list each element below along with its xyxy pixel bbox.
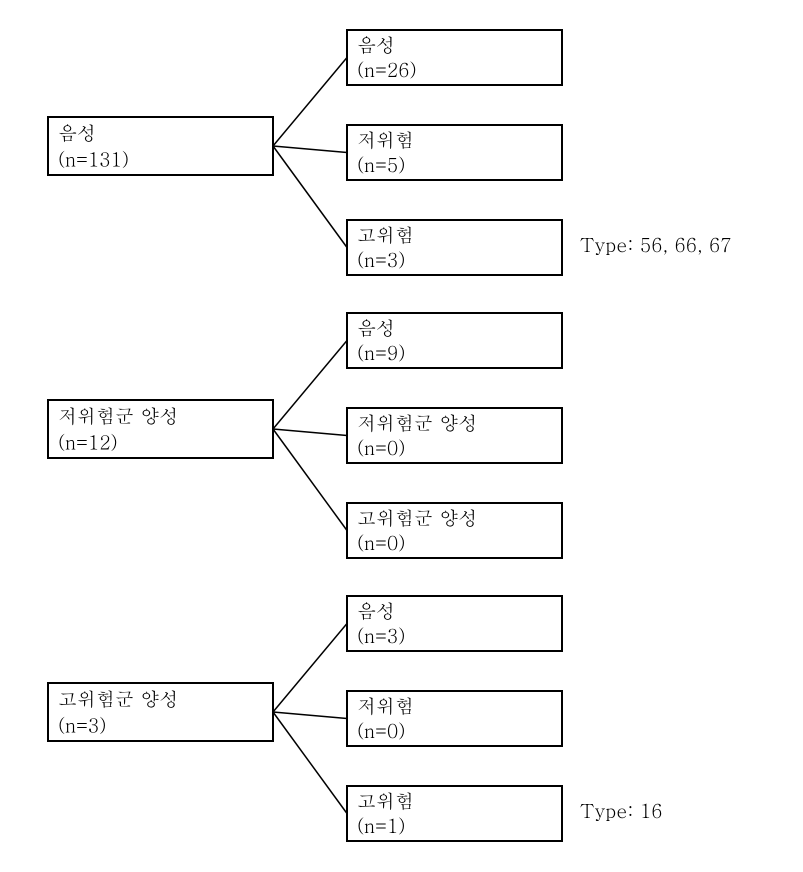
child-node-g2-c2: 고위험(n=1) xyxy=(347,786,562,841)
child-node-g2-c0: 음성(n=3) xyxy=(347,596,562,651)
child-node-g1-c0-count: (n=9) xyxy=(357,339,405,366)
child-node-g1-c0: 음성(n=9) xyxy=(347,313,562,368)
parent-node-g0-count: (n=131) xyxy=(58,145,129,172)
parent-node-g2: 고위험군 양성(n=3) xyxy=(48,683,273,741)
annotation-g0: Type: 56, 66, 67 xyxy=(580,231,732,258)
child-node-g1-c2-label: 고위험군 양성 xyxy=(357,504,477,531)
child-node-g0-c1-label: 저위험 xyxy=(357,126,414,153)
parent-node-g1-label: 저위험군 양성 xyxy=(58,402,178,429)
child-node-g2-c0-label: 음성 xyxy=(357,597,395,624)
parent-node-g1-count: (n=12) xyxy=(58,428,118,455)
child-node-g0-c1-count: (n=5) xyxy=(357,151,405,178)
annotation-g2: Type: 16 xyxy=(580,797,663,824)
child-node-g0-c2: 고위험(n=3) xyxy=(347,220,562,275)
child-node-g0-c0-label: 음성 xyxy=(357,31,395,58)
child-node-g2-c1: 저위험(n=0) xyxy=(347,691,562,746)
child-node-g1-c1-count: (n=0) xyxy=(357,434,405,461)
child-node-g1-c2-count: (n=0) xyxy=(357,529,405,556)
parent-node-g2-label: 고위험군 양성 xyxy=(58,685,178,712)
child-node-g2-c1-label: 저위험 xyxy=(357,692,414,719)
child-node-g0-c0: 음성(n=26) xyxy=(347,30,562,85)
child-node-g1-c1: 저위험군 양성(n=0) xyxy=(347,408,562,463)
child-node-g2-c2-count: (n=1) xyxy=(357,812,405,839)
parent-node-g0: 음성(n=131) xyxy=(48,117,273,175)
child-node-g1-c0-label: 음성 xyxy=(357,314,395,341)
parent-node-g1: 저위험군 양성(n=12) xyxy=(48,400,273,458)
child-node-g2-c0-count: (n=3) xyxy=(357,622,405,649)
child-node-g1-c2: 고위험군 양성(n=0) xyxy=(347,503,562,558)
child-node-g0-c0-count: (n=26) xyxy=(357,56,417,83)
child-node-g2-c1-count: (n=0) xyxy=(357,717,405,744)
child-node-g2-c2-label: 고위험 xyxy=(357,787,414,814)
parent-node-g0-label: 음성 xyxy=(58,119,96,146)
child-node-g0-c1: 저위험(n=5) xyxy=(347,125,562,180)
parent-node-g2-count: (n=3) xyxy=(58,711,106,738)
child-node-g0-c2-count: (n=3) xyxy=(357,246,405,273)
child-node-g1-c1-label: 저위험군 양성 xyxy=(357,409,477,436)
child-node-g0-c2-label: 고위험 xyxy=(357,221,414,248)
